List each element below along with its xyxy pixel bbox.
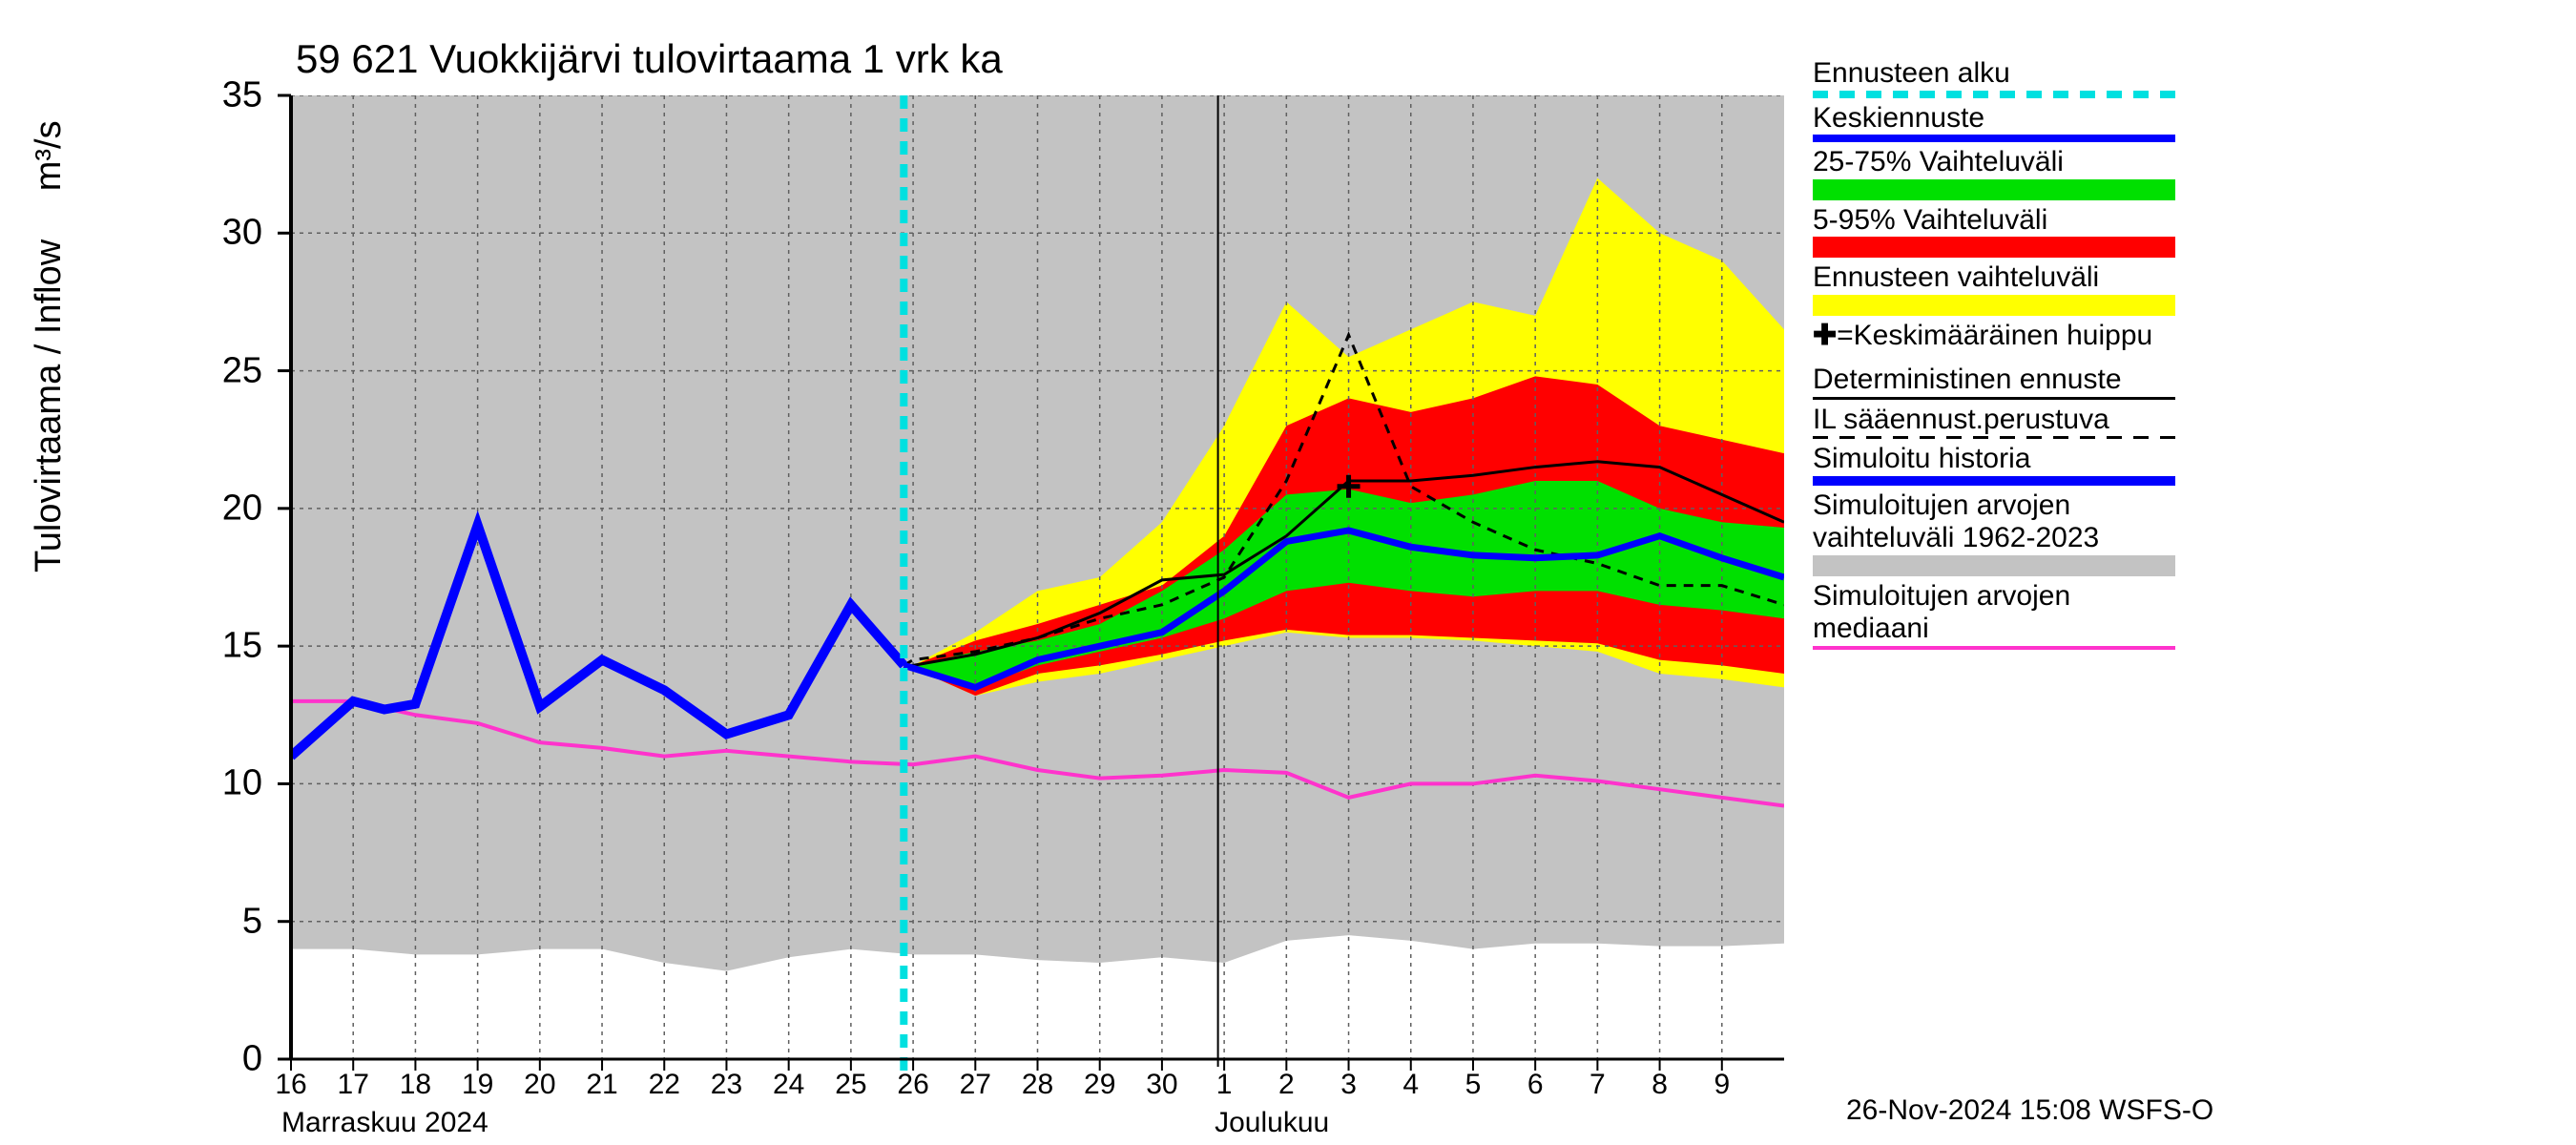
legend-swatch xyxy=(1813,237,2175,258)
timestamp-footer: 26-Nov-2024 15:08 WSFS-O xyxy=(1846,1094,2213,1127)
legend-entry: IL sääennust.perustuva xyxy=(1813,404,2194,440)
legend-swatch xyxy=(1813,476,2175,486)
legend-label: Keskiennuste xyxy=(1813,102,2194,135)
legend-entry: Ennusteen alku xyxy=(1813,57,2194,98)
legend-entry: Simuloitujen arvojen mediaani xyxy=(1813,580,2194,650)
legend-swatch xyxy=(1813,91,2175,98)
legend-label: 25-75% Vaihteluväli xyxy=(1813,146,2194,179)
legend-swatch xyxy=(1813,135,2175,142)
legend-label: Simuloitujen arvojen vaihteluväli 1962-2… xyxy=(1813,489,2194,555)
legend-swatch xyxy=(1813,646,2175,650)
legend-entry: Simuloitujen arvojen vaihteluväli 1962-2… xyxy=(1813,489,2194,576)
legend-swatch xyxy=(1813,436,2175,439)
legend-entry: 5-95% Vaihteluväli xyxy=(1813,204,2194,259)
legend-label: Simuloitujen arvojen mediaani xyxy=(1813,580,2194,646)
legend-swatch xyxy=(1813,295,2175,316)
legend-entry: ✚=Keskimääräinen huippu xyxy=(1813,320,2194,361)
legend-label: ✚=Keskimääräinen huippu xyxy=(1813,320,2194,353)
chart-container: 59 621 Vuokkijärvi tulovirtaama 1 vrk ka… xyxy=(0,0,2576,1145)
legend-swatch xyxy=(1813,397,2175,400)
legend-entry: 25-75% Vaihteluväli xyxy=(1813,146,2194,200)
legend-entry: Simuloitu historia xyxy=(1813,443,2194,486)
legend-swatch xyxy=(1813,179,2175,200)
legend-swatch xyxy=(1813,555,2175,576)
legend-label: Ennusteen alku xyxy=(1813,57,2194,91)
legend-label: Simuloitu historia xyxy=(1813,443,2194,476)
legend-label: Ennusteen vaihteluväli xyxy=(1813,261,2194,295)
legend-label: 5-95% Vaihteluväli xyxy=(1813,204,2194,238)
legend-entry: Keskiennuste xyxy=(1813,102,2194,143)
legend: Ennusteen alku Keskiennuste 25-75% Vaihtel… xyxy=(1813,57,2194,654)
legend-label: Deterministinen ennuste xyxy=(1813,364,2194,397)
legend-label: IL sääennust.perustuva xyxy=(1813,404,2194,437)
legend-entry: Ennusteen vaihteluväli xyxy=(1813,261,2194,316)
legend-entry: Deterministinen ennuste xyxy=(1813,364,2194,400)
